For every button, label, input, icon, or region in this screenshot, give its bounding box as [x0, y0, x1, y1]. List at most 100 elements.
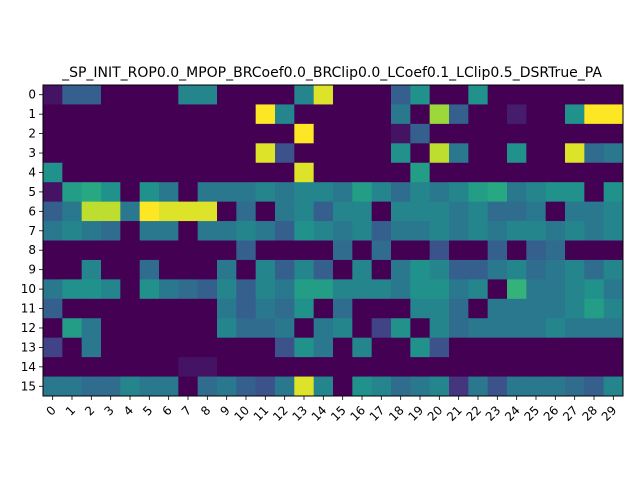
- heatmap-cell-r3-c6: [159, 143, 179, 164]
- heatmap-cell-r7-c28: [584, 221, 605, 241]
- heatmap-cell-r11-c15: [333, 298, 353, 319]
- heatmap-cell-r7-c20: [429, 221, 450, 241]
- heatmap-cell-r12-c15: [333, 318, 353, 339]
- heatmap-cell-r15-c15: [333, 376, 353, 397]
- y-tick-label-10: 10: [21, 282, 36, 296]
- heatmap-cell-r3-c19: [410, 143, 431, 164]
- x-axis: 0 1 2 3 4 5 6 7 8 9101112131415161718192021222324…: [43, 396, 619, 424]
- heatmap-cell-r11-c18: [391, 298, 411, 319]
- heatmap-cell-r8-c6: [159, 240, 179, 261]
- x-tick-label-9: 9: [217, 403, 232, 418]
- heatmap-cell-r2-c19: [410, 123, 431, 144]
- heatmap-cell-r5-c20: [429, 182, 450, 203]
- heatmap-cell-r11-c4: [120, 298, 141, 319]
- heatmap-cell-r7-c2: [81, 221, 102, 241]
- heatmap-cell-r10-c26: [545, 279, 566, 300]
- heatmap-cell-r8-c10: [236, 240, 257, 261]
- heatmap-cell-r5-c2: [81, 182, 102, 203]
- heatmap-cell-r9-c16: [352, 259, 373, 280]
- x-tick-label-2: 2: [82, 403, 97, 418]
- chart-title: _SP_INIT_ROP0.0_MPOP_BRCoef0.0_BRClip0.0…: [61, 65, 602, 81]
- heatmap-cell-r13-c21: [449, 337, 469, 358]
- heatmap-cell-r7-c0: [43, 221, 63, 241]
- heatmap-cell-r5-c12: [275, 182, 295, 203]
- heatmap-cell-r4-c1: [62, 162, 83, 183]
- heatmap-cell-r10-c23: [487, 279, 508, 300]
- heatmap-cell-r14-c4: [120, 357, 141, 378]
- heatmap-cell-r6-c1: [62, 201, 83, 222]
- heatmap-cell-r11-c27: [565, 298, 585, 319]
- heatmap-cell-r2-c11: [255, 123, 276, 144]
- heatmap-cell-r2-c10: [236, 123, 257, 144]
- heatmap-cell-r5-c13: [294, 182, 315, 203]
- heatmap-cell-r12-c8: [197, 318, 218, 339]
- heatmap-cell-r5-c18: [391, 182, 411, 203]
- heatmap-cell-r5-c21: [449, 182, 469, 203]
- heatmap-cell-r15-c5: [139, 376, 160, 397]
- heatmap-cell-r4-c18: [391, 162, 411, 183]
- heatmap-cell-r6-c3: [101, 201, 121, 222]
- heatmap-cell-r9-c13: [294, 259, 315, 280]
- heatmap-cell-r11-c8: [197, 298, 218, 319]
- heatmap-cell-r4-c21: [449, 162, 469, 183]
- heatmap-cell-r14-c5: [139, 357, 160, 378]
- heatmap-cell-r12-c13: [294, 318, 315, 339]
- heatmap-cell-r11-c25: [526, 298, 547, 319]
- heatmap-cell-r12-c5: [139, 318, 160, 339]
- heatmap-cell-r12-c29: [603, 318, 624, 339]
- heatmap-cell-r11-c23: [487, 298, 508, 319]
- heatmap-cell-r2-c7: [178, 123, 199, 144]
- heatmap-cell-r5-c24: [507, 182, 527, 203]
- heatmap-cell-r13-c16: [352, 337, 373, 358]
- heatmap-cell-r3-c22: [468, 143, 489, 164]
- heatmap-cell-r4-c28: [584, 162, 605, 183]
- heatmap-cell-r11-c9: [217, 298, 237, 319]
- heatmap-cell-r1-c17: [371, 104, 392, 125]
- heatmap-cell-r3-c16: [352, 143, 373, 164]
- heatmap-cell-r0-c7: [178, 85, 199, 105]
- heatmap-cell-r15-c29: [603, 376, 624, 397]
- heatmap-cell-r15-c9: [217, 376, 237, 397]
- heatmap-cell-r11-c29: [603, 298, 624, 319]
- heatmap-cell-r4-c11: [255, 162, 276, 183]
- heatmap-cell-r13-c25: [526, 337, 547, 358]
- heatmap-cell-r10-c20: [429, 279, 450, 300]
- heatmap-cell-r13-c7: [178, 337, 199, 358]
- heatmap-cell-r5-c15: [333, 182, 353, 203]
- heatmap-cell-r13-c24: [507, 337, 527, 358]
- heatmap-cell-r9-c24: [507, 259, 527, 280]
- y-tick-label-11: 11: [21, 302, 36, 316]
- heatmap-cell-r8-c8: [197, 240, 218, 261]
- heatmap-cell-r4-c16: [352, 162, 373, 183]
- heatmap-cell-r14-c18: [391, 357, 411, 378]
- heatmap-cell-r2-c28: [584, 123, 605, 144]
- heatmap-cell-r4-c6: [159, 162, 179, 183]
- heatmap-cell-r12-c17: [371, 318, 392, 339]
- x-tick-label-4: 4: [121, 403, 136, 418]
- heatmap-cell-r0-c18: [391, 85, 411, 105]
- heatmap-cell-r8-c17: [371, 240, 392, 261]
- x-tick-label-0: 0: [43, 403, 58, 418]
- heatmap-cell-r1-c12: [275, 104, 295, 125]
- heatmap-cell-r2-c4: [120, 123, 141, 144]
- heatmap-cell-r4-c26: [545, 162, 566, 183]
- heatmap-cell-r10-c3: [101, 279, 121, 300]
- y-tick-label-12: 12: [21, 321, 36, 335]
- heatmap-cell-r0-c23: [487, 85, 508, 105]
- heatmap-cell-r12-c18: [391, 318, 411, 339]
- heatmap-cell-r10-c28: [584, 279, 605, 300]
- heatmap-cell-r5-c16: [352, 182, 373, 203]
- heatmap-cell-r3-c9: [217, 143, 237, 164]
- heatmap-cell-r9-c15: [333, 259, 353, 280]
- heatmap-cell-r11-c21: [449, 298, 469, 319]
- heatmap-cell-r7-c29: [603, 221, 624, 241]
- heatmap-cell-r3-c11: [255, 143, 276, 164]
- heatmap-cell-r8-c7: [178, 240, 199, 261]
- heatmap-cell-r5-c6: [159, 182, 179, 203]
- heatmap-cell-r7-c22: [468, 221, 489, 241]
- heatmap-cell-r2-c29: [603, 123, 624, 144]
- heatmap-cell-r15-c12: [275, 376, 295, 397]
- heatmap-cell-r13-c10: [236, 337, 257, 358]
- y-tick-label-0: 0: [28, 88, 36, 102]
